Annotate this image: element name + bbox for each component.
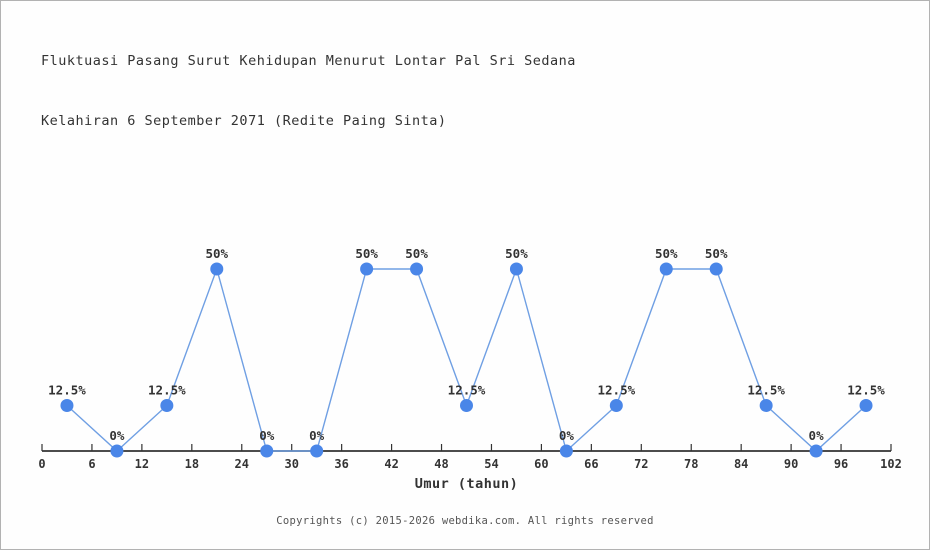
x-axis-title: Umur (tahun) <box>415 476 519 492</box>
data-point-marker <box>709 262 723 276</box>
chart-title-line2: Kelahiran 6 September 2071 (Redite Paing… <box>41 113 447 129</box>
x-axis-tick-label: 90 <box>784 457 798 471</box>
data-point-marker <box>310 444 324 458</box>
data-point-marker <box>759 399 773 412</box>
data-point-marker <box>360 262 374 276</box>
x-axis-tick-label: 78 <box>684 457 698 471</box>
x-axis-tick-label: 6 <box>88 457 95 471</box>
x-axis-tick-label: 0 <box>38 457 45 471</box>
copyright-text: Copyrights (c) 2015-2026 webdika.com. Al… <box>276 515 654 527</box>
data-point-marker <box>659 262 673 276</box>
data-point-marker <box>160 399 174 412</box>
x-axis-tick-label: 42 <box>384 457 398 471</box>
data-point-marker <box>559 444 573 458</box>
data-point-label: 0% <box>559 428 575 443</box>
x-axis-tick-label: 36 <box>334 457 348 471</box>
x-axis-tick-label: 12 <box>135 457 149 471</box>
data-point-label: 50% <box>505 246 528 261</box>
x-axis-tick-label: 72 <box>634 457 648 471</box>
x-axis-tick-label: 18 <box>185 457 199 471</box>
data-point-marker <box>609 399 623 412</box>
data-point-label: 0% <box>809 428 825 443</box>
chart-title: Fluktuasi Pasang Surut Kehidupan Menurut… <box>41 11 576 171</box>
x-axis-tick-label: 54 <box>484 457 498 471</box>
data-point-label: 50% <box>355 246 378 261</box>
data-point-marker <box>509 262 523 276</box>
data-point-marker <box>859 399 873 412</box>
x-axis-tick-label: 84 <box>734 457 748 471</box>
data-point-marker <box>110 444 124 458</box>
data-point-marker <box>410 262 424 276</box>
x-axis-tick-label: 30 <box>284 457 298 471</box>
data-point-label: 0% <box>109 428 125 443</box>
data-point-label: 0% <box>309 428 325 443</box>
data-point-label: 50% <box>705 246 728 261</box>
data-point-label: 12.5% <box>148 383 186 398</box>
data-point-marker <box>809 444 823 458</box>
data-point-label: 12.5% <box>598 383 636 398</box>
data-point-label: 12.5% <box>448 383 486 398</box>
x-axis-tick-label: 24 <box>235 457 249 471</box>
data-point-marker <box>210 262 224 276</box>
x-axis-tick-label: 66 <box>584 457 598 471</box>
data-point-label: 50% <box>655 246 678 261</box>
x-axis-tick-label: 96 <box>834 457 848 471</box>
data-point-label: 0% <box>259 428 275 443</box>
x-axis-tick-label: 48 <box>434 457 448 471</box>
x-axis-tick-label: 102 <box>880 457 902 471</box>
data-point-label: 12.5% <box>48 383 86 398</box>
data-point-marker <box>460 399 473 412</box>
data-point-label: 12.5% <box>847 383 885 398</box>
data-point-marker <box>260 444 274 458</box>
series-line <box>66 266 867 453</box>
data-point-label: 50% <box>405 246 428 261</box>
data-point-marker <box>60 399 74 412</box>
x-axis-tick-label: 60 <box>534 457 548 471</box>
data-point-label: 50% <box>206 246 229 261</box>
data-point-label: 12.5% <box>747 383 785 398</box>
chart-title-line1: Fluktuasi Pasang Surut Kehidupan Menurut… <box>41 53 576 69</box>
